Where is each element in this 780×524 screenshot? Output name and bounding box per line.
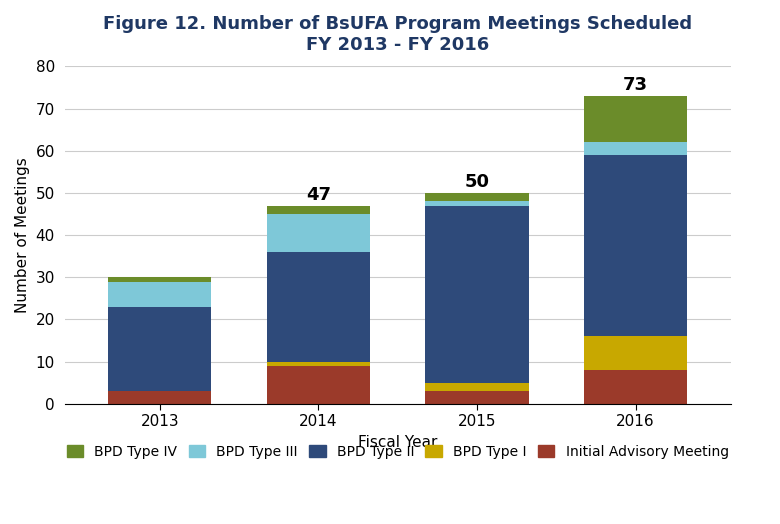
- Bar: [108, 307, 211, 391]
- Bar: [425, 193, 529, 201]
- Bar: [267, 214, 370, 252]
- Bar: [108, 391, 211, 404]
- Bar: [267, 205, 370, 214]
- X-axis label: Fiscal Year: Fiscal Year: [358, 435, 438, 450]
- Bar: [584, 155, 687, 336]
- Title: Figure 12. Number of BsUFA Program Meetings Scheduled
FY 2013 - FY 2016: Figure 12. Number of BsUFA Program Meeti…: [103, 15, 692, 54]
- Bar: [425, 383, 529, 391]
- Legend: BPD Type IV, BPD Type III, BPD Type II, BPD Type I, Initial Advisory Meeting: BPD Type IV, BPD Type III, BPD Type II, …: [61, 439, 734, 464]
- Text: 47: 47: [306, 185, 331, 203]
- Bar: [267, 366, 370, 404]
- Bar: [584, 96, 687, 143]
- Text: 50: 50: [464, 173, 490, 191]
- Bar: [425, 391, 529, 404]
- Text: 73: 73: [623, 76, 648, 94]
- Bar: [108, 277, 211, 281]
- Bar: [584, 370, 687, 404]
- Bar: [584, 336, 687, 370]
- Y-axis label: Number of Meetings: Number of Meetings: [15, 157, 30, 313]
- Bar: [584, 143, 687, 155]
- Bar: [267, 252, 370, 362]
- Bar: [108, 281, 211, 307]
- Bar: [425, 201, 529, 205]
- Bar: [267, 362, 370, 366]
- Bar: [425, 205, 529, 383]
